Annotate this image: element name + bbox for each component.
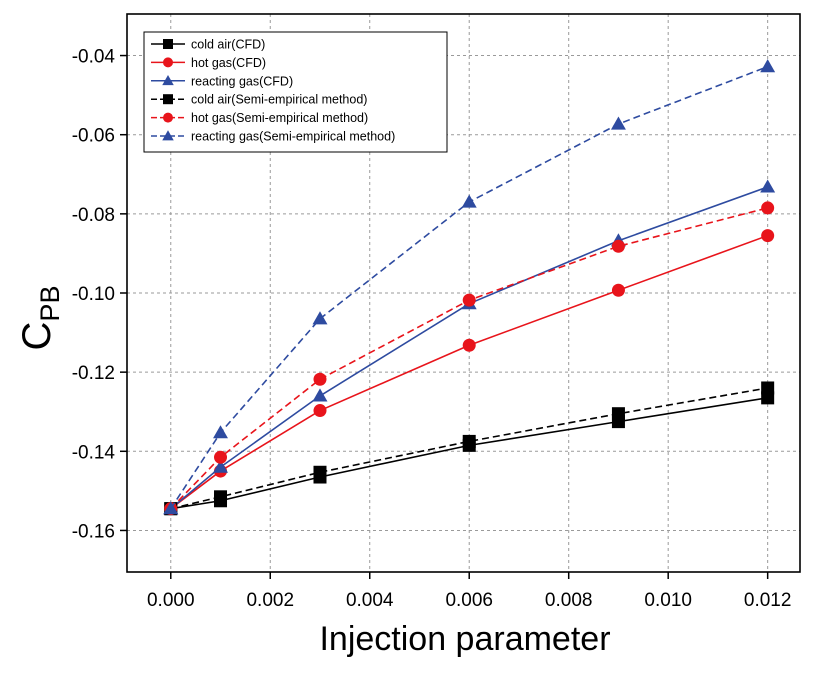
data-point [312, 388, 328, 402]
legend-label: hot gas(Semi-empirical method) [191, 111, 368, 125]
y-tick-label: -0.04 [72, 47, 116, 68]
axis-ticks: 0.000 0.002 0.004 0.006 0.008 0.010 0.012 -0.16… [72, 47, 792, 611]
legend-item: hot gas(Semi-empirical method) [151, 111, 368, 125]
data-point [214, 450, 228, 464]
legend-marker [163, 39, 173, 49]
data-point [461, 194, 477, 208]
series-line [170, 186, 768, 510]
data-point [611, 283, 625, 297]
legend-item: cold air(Semi-empirical method) [151, 93, 367, 107]
x-tick-label: 0.004 [346, 590, 394, 611]
data-point [761, 381, 775, 395]
data-point [163, 501, 179, 515]
y-tick-label: -0.08 [72, 205, 115, 226]
data-point [213, 425, 228, 439]
data-point [313, 465, 327, 479]
legend-box [143, 31, 448, 153]
data-point [760, 59, 776, 73]
y-tick-label: -0.14 [72, 442, 116, 463]
legend-label: hot gas(CFD) [191, 56, 266, 70]
legend-marker [163, 57, 173, 68]
series-line [170, 65, 768, 510]
legend-marker [163, 94, 173, 105]
data-point [462, 434, 476, 448]
data-point [760, 179, 776, 193]
data-point [761, 201, 775, 215]
data-point [611, 407, 625, 421]
data-point [313, 372, 327, 386]
series-line [170, 234, 768, 510]
legend-label: cold air(Semi-empirical method) [191, 93, 367, 107]
series-6 [163, 59, 776, 515]
data-point [313, 404, 327, 418]
data-point [462, 293, 476, 307]
legend-item: reacting gas(Semi-empirical method) [151, 130, 395, 144]
x-tick-label: 0.006 [445, 590, 493, 611]
x-tick-label: 0.012 [744, 590, 792, 611]
y-axis-title: CPB [15, 286, 65, 351]
x-tick-label: 0.008 [545, 590, 593, 611]
data-point [213, 459, 228, 473]
data-point [761, 229, 775, 243]
data-point [312, 311, 328, 325]
series-5 [164, 201, 775, 516]
x-tick-label: 0.000 [147, 590, 195, 611]
legend: cold air(CFD) hot gas(CFD) reacting gas(CF… [143, 31, 448, 153]
series-line [170, 207, 768, 510]
x-axis-title: Injection parameter [319, 620, 610, 658]
data-point [761, 391, 775, 405]
data-point [214, 490, 228, 504]
legend-label: cold air(CFD) [191, 38, 265, 52]
data-point [611, 239, 625, 253]
legend-marker [162, 75, 174, 86]
x-tick-label: 0.002 [246, 590, 294, 611]
y-tick-label: -0.10 [72, 284, 115, 305]
legend-item: reacting gas(CFD) [151, 74, 293, 88]
legend-item: cold air(CFD) [151, 38, 265, 52]
legend-label: reacting gas(Semi-empirical method) [191, 130, 395, 144]
y-tick-label: -0.16 [72, 521, 115, 542]
y-tick-label: -0.12 [72, 363, 115, 384]
legend-label: reacting gas(CFD) [191, 74, 293, 88]
legend-item: hot gas(CFD) [151, 56, 266, 70]
data-point [610, 116, 626, 130]
y-tick-label: -0.06 [72, 126, 115, 147]
series-layer [163, 59, 776, 516]
legend-marker [163, 112, 173, 123]
x-tick-label: 0.010 [644, 590, 692, 611]
series-line [170, 397, 768, 510]
data-point [462, 338, 476, 352]
legend-marker [162, 130, 174, 141]
y-axis-title-subscript: PB [35, 286, 65, 322]
y-axis-title-main: C [15, 322, 59, 351]
